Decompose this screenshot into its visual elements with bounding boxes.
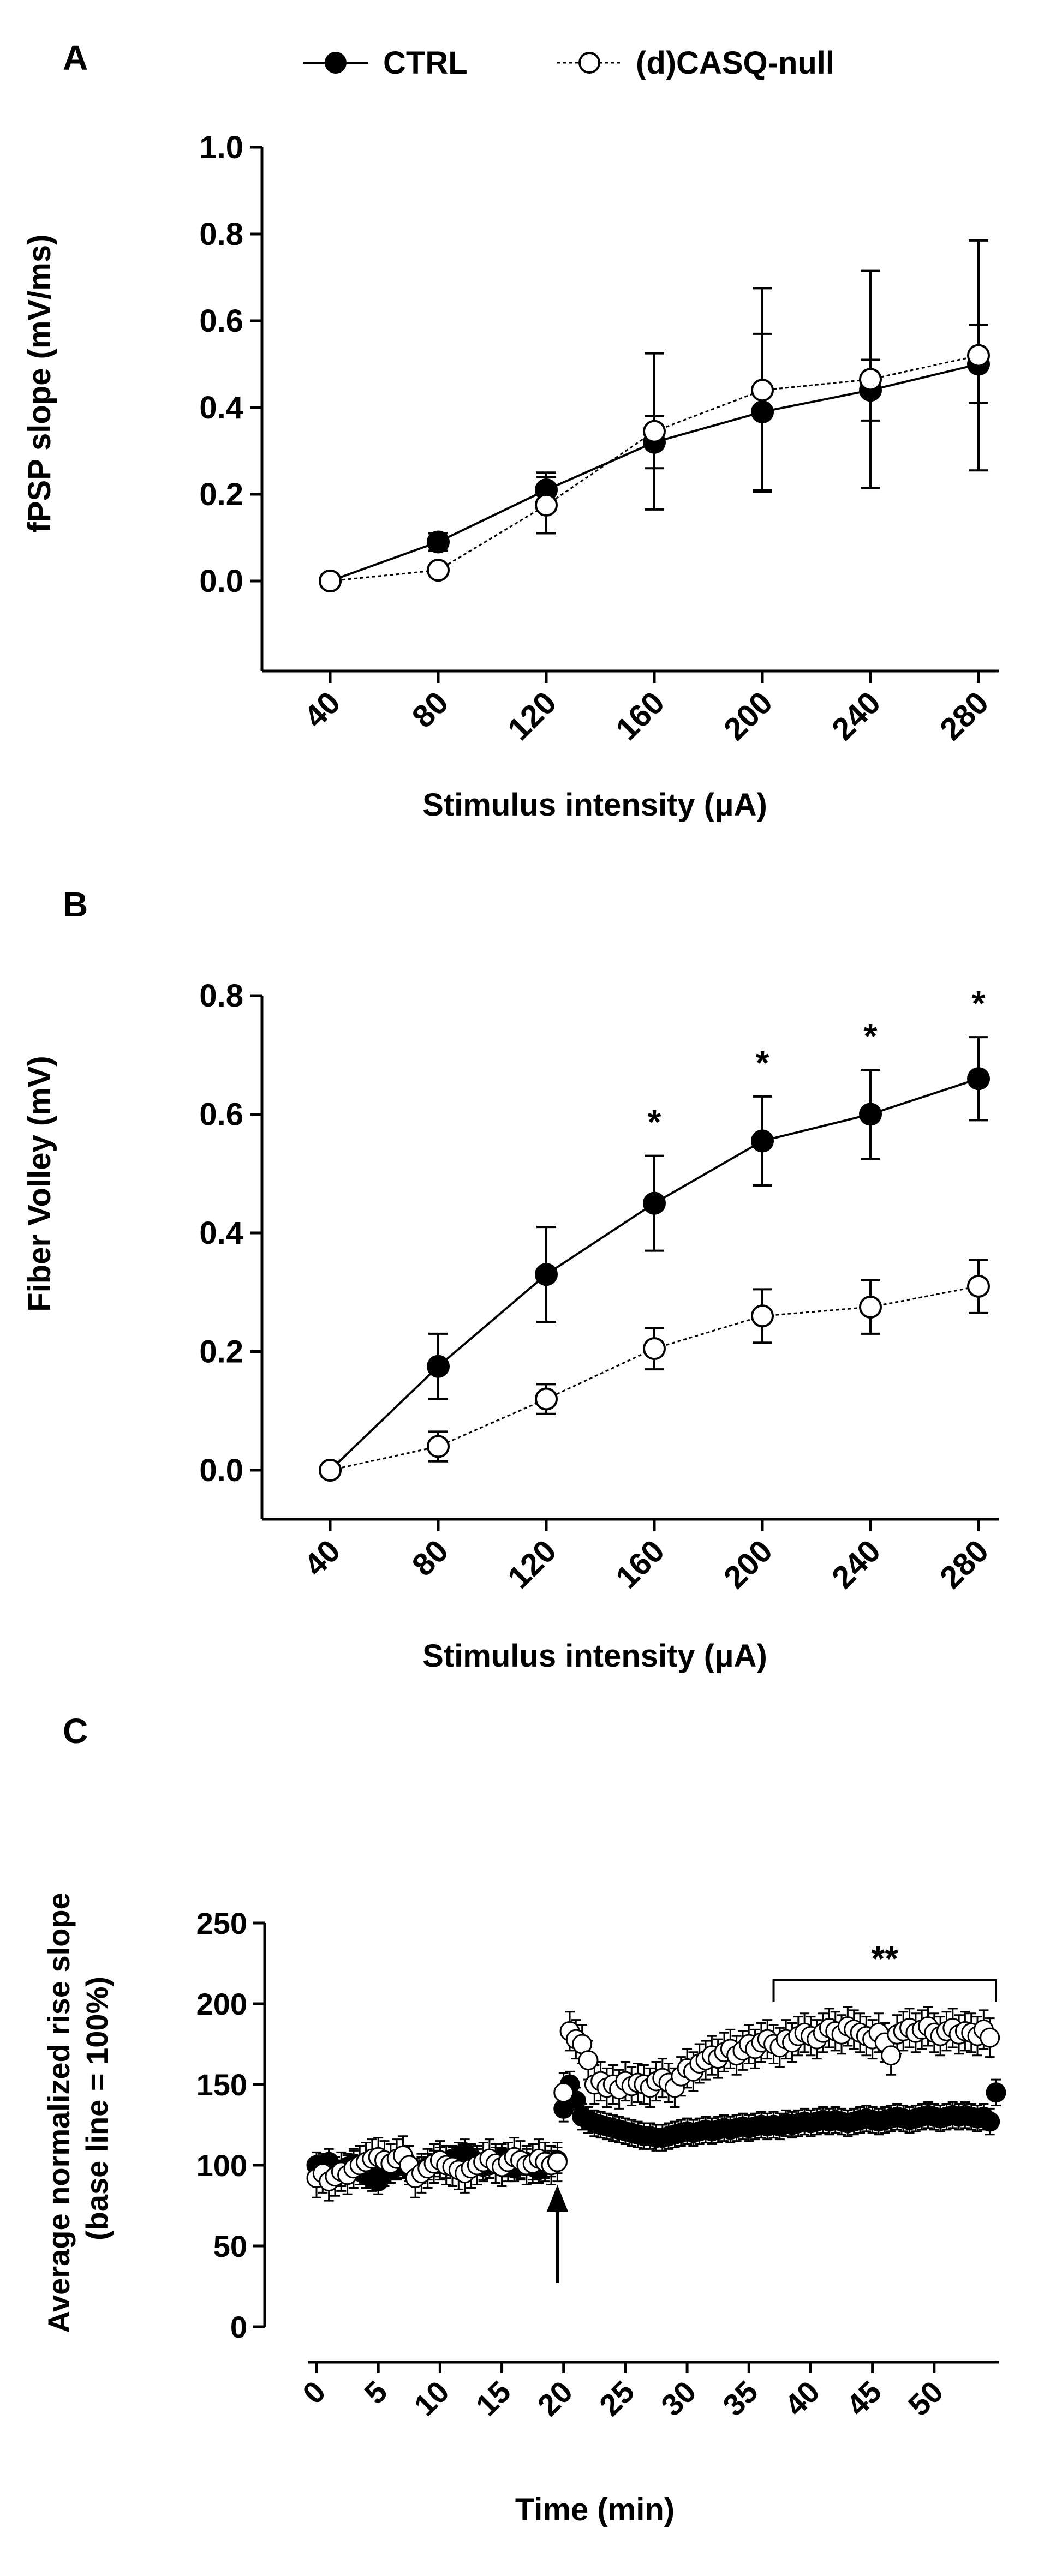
x-tick-label: 30 bbox=[654, 2374, 703, 2423]
legend: CTRL (d)CASQ-null bbox=[303, 45, 834, 81]
chart-b-xlabel: Stimulus intensity (μA) bbox=[422, 1638, 767, 1674]
data-point bbox=[427, 1355, 450, 1378]
legend-casq-marker bbox=[578, 52, 600, 74]
data-point bbox=[967, 1067, 990, 1091]
y-tick-label: 50 bbox=[213, 2229, 247, 2263]
data-point bbox=[980, 2027, 1000, 2048]
panel-label-c: C bbox=[63, 1711, 88, 1751]
y-tick-label: 0.2 bbox=[199, 477, 243, 512]
x-tick-label: 120 bbox=[501, 685, 563, 747]
x-tick-label: 200 bbox=[717, 685, 779, 747]
y-tick-label: 100 bbox=[196, 2148, 247, 2183]
x-tick-label: 50 bbox=[902, 2374, 950, 2423]
x-tick-label: 280 bbox=[933, 685, 995, 747]
data-point bbox=[535, 1387, 558, 1411]
legend-casq-label: (d)CASQ-null bbox=[636, 45, 834, 81]
y-tick-label: 0.6 bbox=[199, 1097, 243, 1133]
data-point bbox=[547, 2152, 568, 2172]
data-point bbox=[986, 2082, 1006, 2103]
y-tick-label: 0.8 bbox=[199, 978, 243, 1014]
x-tick-label: 5 bbox=[357, 2374, 394, 2411]
data-point bbox=[751, 1304, 774, 1328]
x-tick-label: 160 bbox=[609, 685, 671, 747]
significance-marker: * bbox=[756, 1043, 769, 1082]
y-tick-label: 150 bbox=[196, 2068, 247, 2102]
data-point bbox=[643, 420, 666, 443]
data-point bbox=[319, 570, 342, 592]
chart-c-xlabel: Time (min) bbox=[515, 2492, 675, 2527]
x-tick-label: 40 bbox=[297, 1533, 348, 1583]
legend-ctrl-label: CTRL bbox=[383, 45, 468, 81]
significance-marker: ** bbox=[871, 1939, 898, 1978]
data-point bbox=[319, 1459, 342, 1482]
y-tick-label: 0 bbox=[230, 2310, 247, 2344]
data-point bbox=[859, 368, 882, 391]
chart-a-ylabel: fPSP slope (mV/ms) bbox=[22, 235, 57, 533]
data-point bbox=[643, 1191, 666, 1215]
legend-ctrl-marker bbox=[325, 52, 347, 74]
x-tick-label: 35 bbox=[716, 2374, 765, 2423]
significance-marker: * bbox=[972, 984, 986, 1023]
data-point bbox=[643, 1337, 666, 1361]
y-tick-label: 0.0 bbox=[199, 1453, 243, 1488]
x-tick-label: 25 bbox=[593, 2374, 641, 2423]
y-tick-label: 0.0 bbox=[199, 564, 243, 599]
x-tick-label: 40 bbox=[778, 2374, 826, 2423]
y-tick-label: 250 bbox=[196, 1906, 247, 1940]
data-point bbox=[427, 559, 450, 582]
data-point bbox=[859, 1295, 882, 1319]
chart-c-ylabel-line-2: (base line = 100%) bbox=[80, 1976, 114, 2240]
chart-b: 0.0 0.2 0.4 0.6 0.8 40 80 120 160 200 240 280 * * * *… bbox=[22, 978, 999, 1674]
x-tick-label: 10 bbox=[407, 2374, 456, 2423]
x-tick-label: 45 bbox=[840, 2374, 888, 2423]
x-tick-label: 80 bbox=[405, 1533, 456, 1583]
y-tick-label: 0.2 bbox=[199, 1334, 243, 1370]
data-point bbox=[967, 1274, 990, 1298]
significance-bracket bbox=[772, 1979, 997, 2002]
data-point bbox=[578, 2050, 599, 2071]
x-tick-label: 200 bbox=[717, 1533, 779, 1595]
significance-marker: * bbox=[648, 1103, 661, 1142]
y-tick-label: 200 bbox=[196, 1987, 247, 2021]
x-tick-label: 160 bbox=[609, 1533, 671, 1595]
y-tick-label: 0.8 bbox=[199, 217, 243, 252]
chart-b-ylabel: Fiber Volley (mV) bbox=[22, 1056, 57, 1311]
x-tick-label: 15 bbox=[469, 2374, 517, 2423]
y-tick-label: 1.0 bbox=[199, 130, 243, 165]
data-point bbox=[535, 493, 558, 517]
x-tick-label: 280 bbox=[933, 1533, 995, 1595]
x-tick-label: 80 bbox=[405, 685, 456, 735]
panel-label-a: A bbox=[63, 38, 88, 77]
data-point bbox=[967, 344, 990, 367]
y-tick-label: 0.4 bbox=[199, 1215, 243, 1251]
chart-c-ylabel-line-1: Average normalized rise slope bbox=[41, 1892, 76, 2333]
data-point bbox=[751, 1129, 774, 1153]
y-tick-label: 0.6 bbox=[199, 303, 243, 339]
induction-arrow-head bbox=[546, 2185, 569, 2212]
data-point bbox=[881, 2045, 902, 2066]
panel-label-b: B bbox=[63, 885, 88, 924]
data-point bbox=[859, 1103, 882, 1126]
data-point bbox=[553, 2082, 574, 2103]
x-tick-label: 0 bbox=[296, 2374, 332, 2411]
y-tick-label: 0.4 bbox=[199, 390, 243, 426]
data-point bbox=[427, 530, 450, 554]
chart-c-ylabel: Average normalized rise slope (base line… bbox=[41, 1884, 114, 2333]
x-tick-label: 240 bbox=[825, 685, 887, 747]
chart-a: 0.0 0.2 0.4 0.6 0.8 1.0 40 80 120 160 200 240 280 S… bbox=[22, 130, 999, 823]
x-tick-label: 240 bbox=[825, 1533, 887, 1595]
x-tick-label: 120 bbox=[501, 1533, 563, 1595]
data-point bbox=[980, 2111, 1000, 2132]
significance-marker: * bbox=[864, 1016, 878, 1056]
data-point bbox=[427, 1435, 450, 1458]
x-tick-label: 40 bbox=[297, 685, 348, 735]
data-point bbox=[535, 1263, 558, 1286]
chart-a-xlabel: Stimulus intensity (μA) bbox=[422, 787, 767, 823]
data-point bbox=[751, 379, 774, 402]
x-tick-label: 20 bbox=[531, 2374, 580, 2423]
data-point bbox=[751, 400, 774, 423]
